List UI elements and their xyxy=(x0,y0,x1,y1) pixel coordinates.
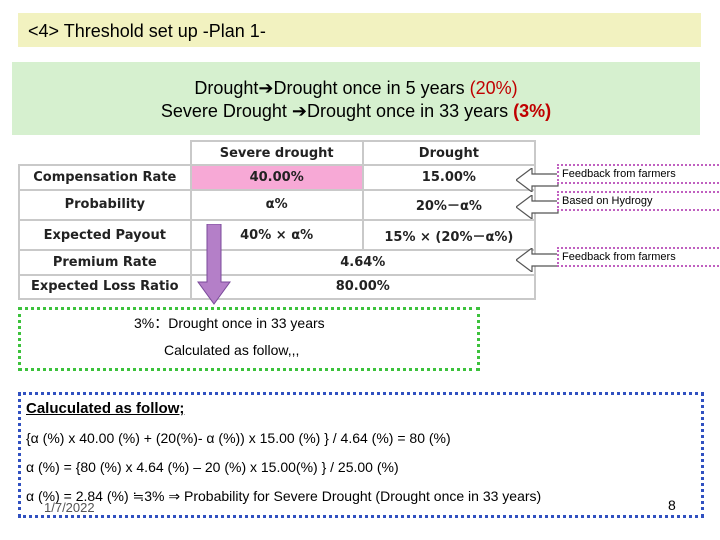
calculation-box xyxy=(18,392,704,518)
header-severe-drought: Severe drought xyxy=(189,139,364,167)
arrow-right-icon: ➔ xyxy=(258,78,274,98)
cell-drought-compensation: 15.00% xyxy=(361,164,537,191)
drought-term: Drought xyxy=(194,78,259,98)
row-label: Compensation Rate xyxy=(18,164,192,191)
left-arrow-icon xyxy=(516,168,559,192)
page-number: 8 xyxy=(668,497,676,513)
left-arrow-icon xyxy=(516,195,559,219)
summary-line-2: Calculated as follow,,, xyxy=(164,342,300,358)
arrow-right-icon: ➔ xyxy=(291,101,308,121)
cell-severe-compensation: 40.00% xyxy=(189,164,364,191)
footer-date: 1/7/2022 xyxy=(44,500,95,515)
drought-definition: Drought once in 5 years xyxy=(273,78,470,98)
table-row: Expected Loss Ratio 80.00% xyxy=(18,273,537,301)
slide-title: <4> Threshold set up -Plan 1- xyxy=(28,21,266,41)
equation-3: α (%) = 2.84 (%) ≒3% ⇒ Probability for S… xyxy=(26,488,542,504)
table-row: Compensation Rate 40.00% 15.00% xyxy=(18,164,537,191)
severe-term: Severe Drought xyxy=(160,101,292,121)
cell-premium-rate: 4.64% xyxy=(189,249,537,276)
row-label: Probability xyxy=(18,188,192,221)
cell-severe-probability: α% xyxy=(189,188,364,221)
row-label: Expected Payout xyxy=(18,218,192,252)
cell-expected-loss-ratio: 80.00% xyxy=(189,273,537,301)
title-bar xyxy=(18,13,701,47)
summary-box xyxy=(18,307,480,371)
left-arrow-icon xyxy=(516,248,559,272)
callout-feedback-compensation: Feedback from farmers xyxy=(557,164,720,184)
definition-box xyxy=(12,62,700,135)
cell-drought-payout: 15% × (20%－α%) xyxy=(361,218,537,252)
table-row: Probability α% 20%－α% xyxy=(18,188,537,221)
callout-hydrology: Based on Hydrogy xyxy=(557,191,720,211)
drought-percent: (20%) xyxy=(469,78,518,98)
table-header-row: Severe drought Drought xyxy=(19,139,537,167)
calculation-heading: Caluculated as follow; xyxy=(26,400,185,417)
summary-line-1: 3%：Drought once in 33 years xyxy=(134,315,325,331)
severe-definition: Drought once in 33 years xyxy=(307,101,514,121)
equation-2: α (%) = {80 (%) x 4.64 (%) – 20 (%) x 15… xyxy=(26,459,399,475)
equation-1: {α (%) x 40.00 (%) + (20(%)- α (%)) x 15… xyxy=(26,430,451,446)
table-row: Expected Payout 40% × α% 15% × (20%－α%) xyxy=(18,218,537,252)
definition-line-severe: Severe Drought ➔Drought once in 33 years… xyxy=(12,101,700,122)
row-label: Expected Loss Ratio xyxy=(18,273,192,301)
callout-feedback-premium: Feedback from farmers xyxy=(557,247,720,267)
severe-percent: (3%) xyxy=(513,101,552,121)
header-drought: Drought xyxy=(361,139,537,167)
table-row: Premium Rate 4.64% xyxy=(18,249,537,276)
threshold-table: Severe drought Drought Compensation Rate… xyxy=(18,139,537,301)
header-empty-cell xyxy=(19,141,191,165)
down-arrow-icon xyxy=(197,224,231,305)
definition-line-drought: Drought➔Drought once in 5 years (20%) xyxy=(12,78,700,99)
row-label: Premium Rate xyxy=(18,249,192,276)
cell-drought-probability: 20%－α% xyxy=(361,188,537,221)
